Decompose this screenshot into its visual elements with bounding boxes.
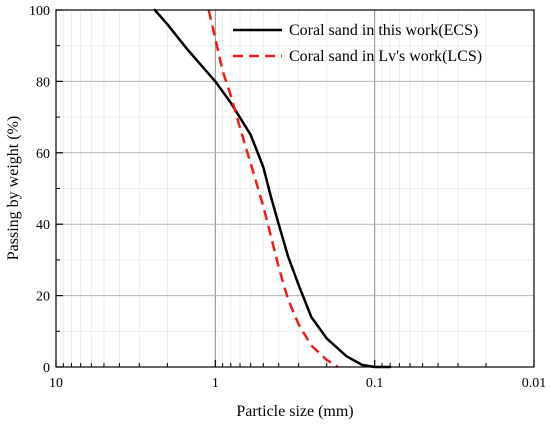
y-tick-label: 0	[43, 361, 50, 376]
x-tick-label: 1	[212, 376, 219, 391]
grid-lines	[56, 10, 534, 367]
legend-label-ecs: Coral sand in this work(ECS)	[289, 22, 478, 39]
x-tick-labels: 10 1 0.1 0.01	[49, 376, 546, 391]
x-tick-label: 10	[49, 376, 63, 391]
x-tick-label: 0.1	[366, 376, 384, 391]
series-line-ecs	[153, 8, 392, 369]
legend-label-lcs: Coral sand in Lv's work(LCS)	[289, 48, 482, 65]
y-tick-label: 100	[29, 4, 50, 19]
y-axis-title: Passing by weight (%)	[5, 116, 22, 260]
y-tick-label: 40	[36, 218, 50, 233]
legend: Coral sand in this work(ECS) Coral sand …	[233, 22, 482, 65]
series-lines	[153, 8, 392, 369]
y-tick-labels: 0 20 40 60 80 100	[29, 4, 50, 376]
y-tick-label: 20	[36, 290, 50, 305]
y-tick-label: 80	[36, 75, 50, 90]
plot-frame	[55, 9, 535, 368]
x-tick-label: 0.01	[522, 376, 547, 391]
y-tick-label: 60	[36, 147, 50, 162]
x-axis-title: Particle size (mm)	[236, 403, 353, 420]
series-line-lcs	[207, 9, 339, 369]
